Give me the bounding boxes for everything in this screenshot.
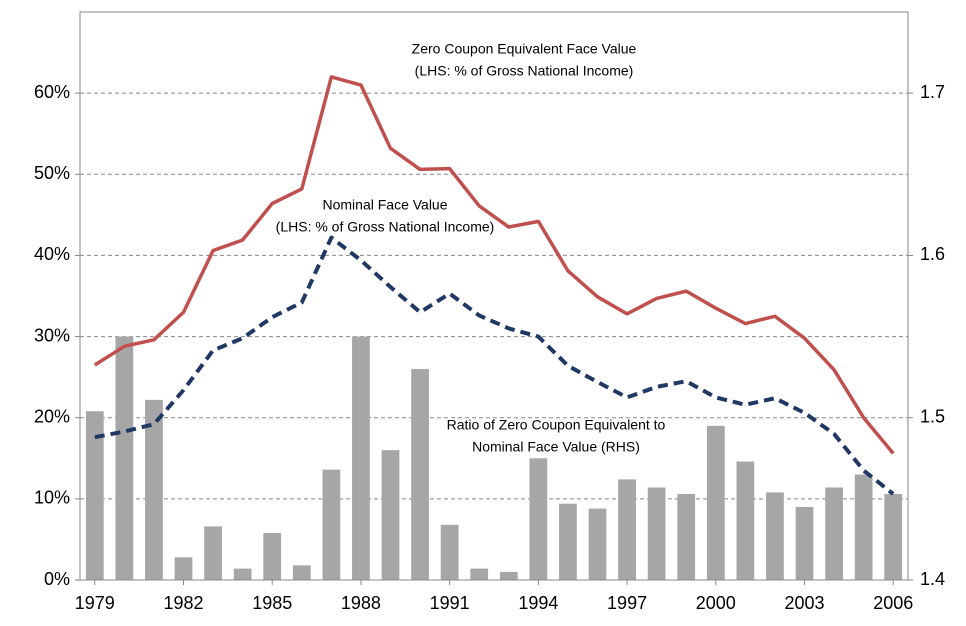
bar <box>618 479 636 580</box>
x-tick-label: 2006 <box>873 593 913 613</box>
bar <box>529 458 548 580</box>
annotation: (LHS: % of Gross National Income) <box>415 63 634 79</box>
x-tick-label: 1997 <box>607 593 647 613</box>
bar <box>825 487 843 580</box>
annotation: Zero Coupon Equivalent Face Value <box>412 41 637 57</box>
plot-frame <box>79 11 909 581</box>
bar <box>233 568 252 580</box>
bar <box>795 506 814 580</box>
line <box>93 75 895 455</box>
bar <box>736 461 755 580</box>
x-tick-label: 1985 <box>252 593 292 613</box>
bar <box>706 425 725 580</box>
bar <box>470 568 489 580</box>
y2-tick-label: 1.6 <box>920 244 945 264</box>
x-tick-label: 1982 <box>163 593 203 613</box>
y-tick-label: 10% <box>34 488 70 508</box>
annotation: Nominal Face Value <box>322 197 447 213</box>
bar <box>145 399 163 580</box>
bar <box>115 336 134 580</box>
bar <box>322 469 341 580</box>
bar <box>263 532 282 580</box>
bar <box>766 492 784 580</box>
y2-tick-label: 1.5 <box>920 406 945 426</box>
y-tick-label: 60% <box>34 82 70 102</box>
bar <box>677 493 696 580</box>
bar <box>499 571 518 580</box>
annotation: (LHS: % of Gross National Income) <box>276 219 495 235</box>
y2-tick-label: 1.4 <box>920 569 945 589</box>
x-tick-label: 1991 <box>430 593 470 613</box>
bar <box>174 557 193 580</box>
bar <box>884 493 903 580</box>
x-tick-label: 2000 <box>696 593 736 613</box>
bar <box>381 450 400 580</box>
x-tick-label: 2003 <box>784 593 824 613</box>
x-tick-label: 1988 <box>341 593 381 613</box>
annotation: Nominal Face Value (RHS) <box>472 439 640 455</box>
bar <box>440 524 459 580</box>
y-tick-label: 50% <box>34 163 70 183</box>
bar <box>411 369 429 580</box>
bar <box>559 503 577 580</box>
x-tick-label: 1994 <box>518 593 558 613</box>
bar <box>588 508 607 580</box>
bar <box>647 487 666 580</box>
line <box>94 235 895 496</box>
bar <box>854 474 873 580</box>
y2-tick-label: 1.7 <box>920 82 945 102</box>
annotation: Ratio of Zero Coupon Equivalent to <box>447 417 666 433</box>
bar <box>292 565 311 580</box>
bar <box>204 526 222 580</box>
y-tick-label: 0% <box>44 569 70 589</box>
bar <box>85 411 104 580</box>
x-tick-label: 1979 <box>75 593 115 613</box>
y-tick-label: 20% <box>34 406 70 426</box>
y-tick-label: 30% <box>34 325 70 345</box>
bar <box>352 336 370 580</box>
y-tick-label: 40% <box>34 244 70 264</box>
